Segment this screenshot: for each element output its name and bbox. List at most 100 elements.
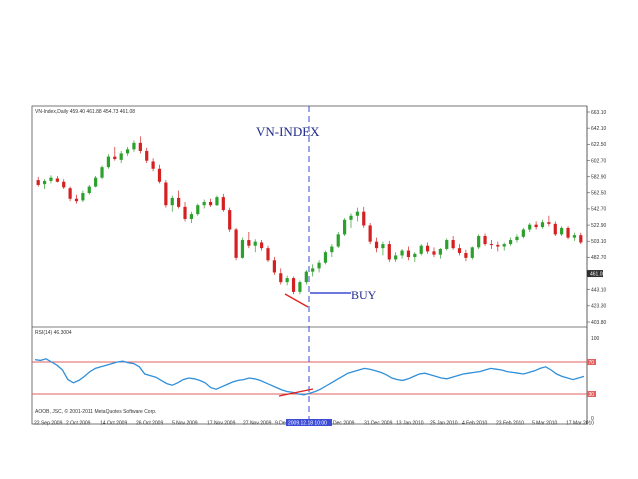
candle bbox=[406, 246, 411, 261]
candle-body bbox=[279, 273, 283, 283]
candle-body bbox=[496, 244, 500, 247]
candle-body bbox=[553, 223, 557, 235]
candle bbox=[74, 194, 79, 204]
candle bbox=[170, 195, 174, 212]
price-tick-label: 443.10 bbox=[591, 287, 607, 293]
rsi-level-label: 70 bbox=[589, 360, 595, 366]
candle-body bbox=[253, 241, 257, 246]
x-tick-label: 5 Nov 2009 bbox=[172, 421, 198, 427]
candle bbox=[285, 275, 289, 286]
price-tick-label: 423.30 bbox=[591, 304, 607, 310]
candle-body bbox=[425, 245, 430, 252]
candle bbox=[253, 239, 257, 253]
candle-body bbox=[349, 215, 353, 220]
candle bbox=[125, 146, 130, 156]
candle bbox=[470, 246, 474, 260]
candle-body bbox=[291, 278, 296, 292]
candle bbox=[183, 201, 187, 222]
crosshair-date-box bbox=[286, 419, 332, 426]
candle-body bbox=[566, 227, 570, 238]
candle-body bbox=[457, 248, 462, 253]
candle bbox=[572, 232, 577, 241]
candle-body bbox=[560, 227, 564, 235]
price-tick-label: 542.70 bbox=[591, 207, 607, 213]
x-tick-label: 17 Mar 2010 bbox=[566, 421, 594, 427]
candle-body bbox=[170, 197, 174, 206]
candle bbox=[55, 176, 59, 183]
candle bbox=[138, 136, 142, 154]
candle bbox=[579, 232, 583, 245]
candle-body bbox=[413, 253, 417, 258]
candle-body bbox=[470, 247, 474, 258]
x-tick-label: 31 Dec 2009 bbox=[364, 421, 393, 427]
candles bbox=[36, 136, 583, 295]
candle-body bbox=[196, 205, 200, 215]
candle bbox=[221, 193, 225, 212]
x-tick-label: 13 Jan 2010 bbox=[396, 421, 424, 427]
price-tick-label: 602.70 bbox=[591, 158, 607, 164]
candle bbox=[496, 241, 500, 252]
candle bbox=[119, 150, 123, 164]
candle bbox=[521, 227, 525, 239]
candle-body bbox=[451, 240, 455, 249]
candle bbox=[36, 176, 40, 187]
candle-body bbox=[221, 197, 225, 211]
candle bbox=[400, 248, 404, 259]
candle-body bbox=[406, 250, 411, 258]
candle bbox=[298, 280, 302, 295]
candle bbox=[164, 180, 168, 208]
candle bbox=[145, 147, 149, 164]
candle-body bbox=[145, 150, 149, 161]
candle bbox=[425, 242, 430, 254]
current-price-label: 461.08 bbox=[590, 271, 606, 277]
candle bbox=[547, 215, 551, 227]
candle-body bbox=[49, 177, 53, 181]
x-tick-label: 2 Oct 2009 bbox=[66, 421, 91, 427]
candle bbox=[502, 242, 506, 251]
x-tick-label: 4 Feb 2010 bbox=[462, 421, 488, 427]
candle bbox=[534, 221, 538, 230]
candle-body bbox=[87, 186, 91, 194]
chart-title: VN-INDEX bbox=[256, 124, 320, 139]
candle bbox=[457, 244, 462, 256]
candle-body bbox=[81, 193, 85, 201]
candle bbox=[202, 199, 206, 209]
candle bbox=[394, 252, 398, 262]
candle bbox=[368, 223, 372, 245]
candle-body bbox=[374, 241, 379, 249]
candle bbox=[94, 176, 98, 188]
x-tick-label: Dec 2009 bbox=[333, 421, 355, 427]
candle-body bbox=[42, 180, 47, 185]
candle-body bbox=[164, 182, 168, 206]
price-tick-label: 582.90 bbox=[591, 174, 607, 180]
rsi-line bbox=[34, 358, 585, 396]
candle-body bbox=[323, 252, 328, 263]
candle-body bbox=[477, 235, 481, 248]
candle-body bbox=[62, 181, 66, 188]
candle-body bbox=[234, 229, 238, 258]
candle-body bbox=[432, 251, 436, 255]
candle-body bbox=[547, 222, 551, 224]
candle bbox=[432, 247, 436, 258]
price-tick-label: 503.10 bbox=[591, 239, 607, 245]
candle bbox=[240, 237, 245, 259]
rsi-tick-label: 0 bbox=[591, 416, 594, 422]
candle bbox=[311, 264, 315, 277]
candle bbox=[260, 240, 264, 251]
candle-body bbox=[132, 142, 136, 150]
candle-body bbox=[540, 222, 545, 228]
candle bbox=[247, 231, 251, 249]
candle bbox=[291, 276, 296, 295]
candle-body bbox=[247, 240, 251, 246]
x-axis: 22 Sep 2009 2 Oct 2009 14 Oct 2009 26 Oct 2… bbox=[34, 421, 594, 427]
candle bbox=[279, 268, 283, 285]
candle bbox=[343, 218, 347, 236]
candle bbox=[355, 207, 359, 222]
candle bbox=[177, 190, 181, 209]
candle bbox=[374, 237, 379, 253]
candle-body bbox=[183, 206, 187, 219]
candle bbox=[106, 154, 111, 169]
buy-annotation: BUY bbox=[351, 288, 377, 302]
candle bbox=[62, 179, 66, 190]
